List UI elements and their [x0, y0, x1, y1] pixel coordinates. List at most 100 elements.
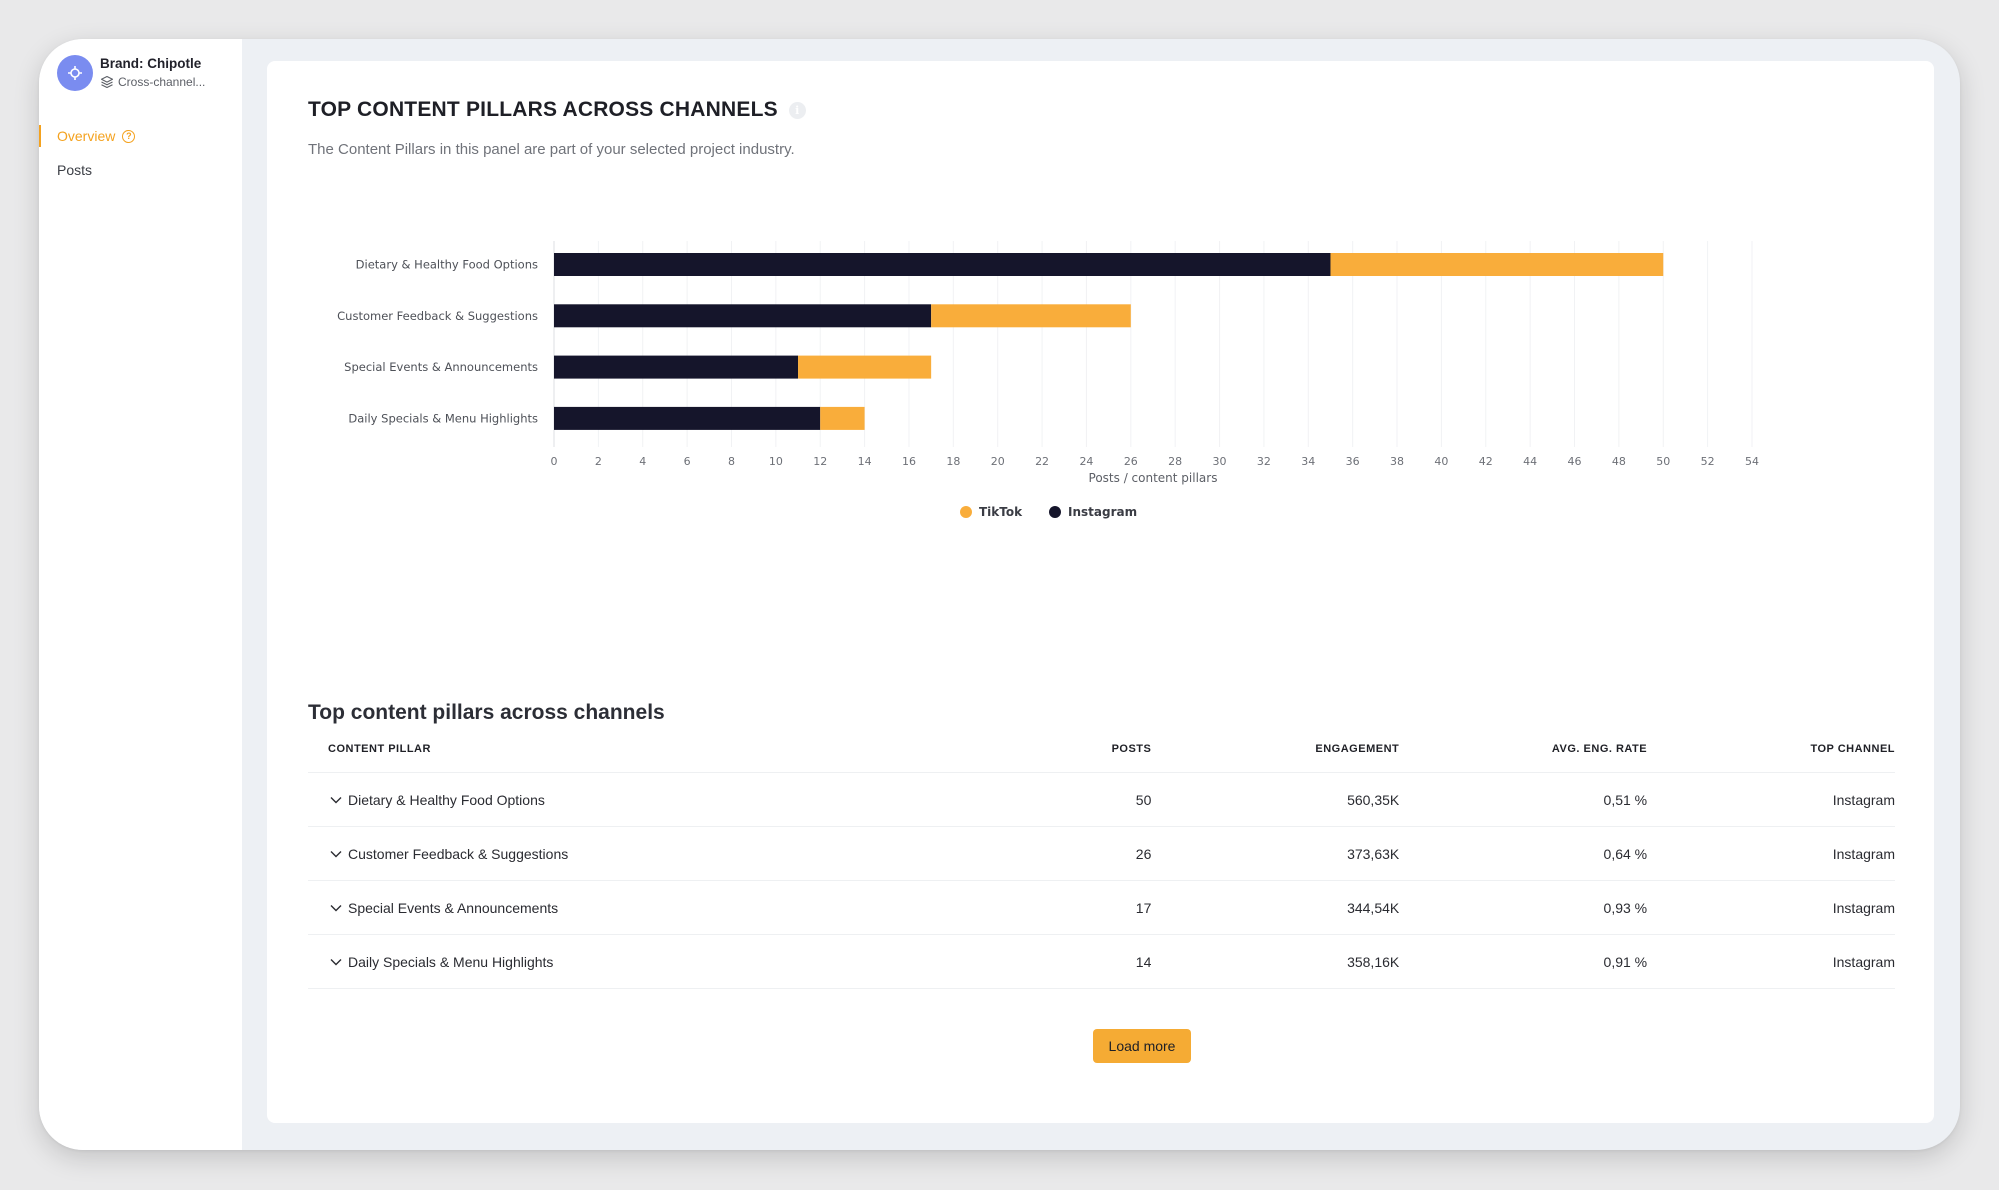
x-tick-label: 4: [639, 455, 646, 468]
brand-subtitle-text: Cross-channel...: [118, 75, 206, 89]
brand-switcher[interactable]: Brand: Chipotle Cross-channel...: [57, 55, 205, 91]
x-tick-label: 18: [946, 455, 960, 468]
panel-subtitle: The Content Pillars in this panel are pa…: [308, 141, 795, 158]
content-pillars-panel: TOP CONTENT PILLARS ACROSS CHANNELS i Th…: [267, 61, 1934, 1123]
cell-top-channel: Instagram: [1832, 845, 1895, 862]
x-tick-label: 40: [1434, 455, 1448, 468]
bar-instagram: [554, 406, 821, 430]
x-axis-label: Posts / content pillars: [1089, 471, 1218, 485]
cell-avg-eng-rate: 0,91 %: [1603, 953, 1648, 970]
cell-top-channel: Instagram: [1832, 791, 1895, 808]
bar-tiktok: [820, 406, 865, 430]
help-icon[interactable]: ?: [122, 129, 136, 143]
cell-engagement: 373,63K: [1347, 845, 1400, 862]
x-tick-label: 28: [1168, 455, 1182, 468]
chevron-down-icon[interactable]: [328, 954, 344, 970]
app-window: Brand: Chipotle Cross-channel... Overvie…: [39, 39, 1960, 1150]
x-tick-label: 16: [902, 455, 916, 468]
column-header-top-channel[interactable]: TOP CHANNEL: [1810, 742, 1895, 755]
legend-marker-tiktok: [960, 506, 972, 518]
cell-posts: 17: [1135, 899, 1152, 916]
panel-title: TOP CONTENT PILLARS ACROSS CHANNELS i: [308, 98, 806, 122]
x-tick-label: 34: [1301, 455, 1315, 468]
cell-content-pillar: Customer Feedback & Suggestions: [348, 845, 569, 862]
cell-top-channel: Instagram: [1832, 953, 1895, 970]
x-tick-label: 36: [1346, 455, 1360, 468]
x-tick-label: 14: [858, 455, 872, 468]
x-tick-label: 0: [551, 455, 558, 468]
sidebar-item-label: Overview: [57, 128, 116, 144]
layers-icon: [100, 75, 114, 89]
brand-subtitle: Cross-channel...: [100, 73, 205, 91]
category-label: Special Events & Announcements: [344, 360, 538, 374]
x-tick-label: 50: [1656, 455, 1670, 468]
category-label: Customer Feedback & Suggestions: [337, 309, 538, 323]
x-tick-label: 44: [1523, 455, 1537, 468]
table-row[interactable]: Daily Specials & Menu Highlights 14 358,…: [308, 935, 1895, 989]
x-tick-label: 12: [813, 455, 827, 468]
category-label: Daily Specials & Menu Highlights: [348, 411, 538, 425]
x-tick-label: 24: [1079, 455, 1093, 468]
cell-engagement: 560,35K: [1347, 791, 1400, 808]
x-tick-label: 6: [684, 455, 691, 468]
x-tick-label: 48: [1612, 455, 1626, 468]
column-header-engagement[interactable]: ENGAGEMENT: [1315, 742, 1400, 755]
sidebar-item-label: Posts: [57, 162, 93, 178]
category-label: Dietary & Healthy Food Options: [356, 258, 538, 272]
bar-tiktok: [798, 355, 932, 379]
bar-instagram: [554, 304, 932, 328]
sidebar: Brand: Chipotle Cross-channel... Overvie…: [39, 39, 242, 1150]
x-tick-label: 32: [1257, 455, 1271, 468]
x-tick-label: 20: [991, 455, 1005, 468]
bar-tiktok: [931, 304, 1131, 328]
chevron-down-icon[interactable]: [328, 900, 344, 916]
x-tick-label: 52: [1701, 455, 1715, 468]
x-tick-label: 2: [595, 455, 602, 468]
bar-instagram: [554, 355, 799, 379]
brand-avatar: [57, 55, 93, 91]
table-row[interactable]: Special Events & Announcements 17 344,54…: [308, 881, 1895, 935]
cell-content-pillar: Dietary & Healthy Food Options: [348, 791, 545, 808]
table-title: Top content pillars across channels: [308, 701, 665, 724]
stacked-bar-chart: Dietary & Healthy Food Options Customer F…: [337, 241, 1759, 519]
panel-title-text: TOP CONTENT PILLARS ACROSS CHANNELS: [308, 98, 778, 121]
cell-content-pillar: Special Events & Announcements: [348, 899, 559, 916]
cell-top-channel: Instagram: [1832, 899, 1895, 916]
brand-name: Brand: Chipotle: [100, 56, 202, 71]
x-tick-label: 38: [1390, 455, 1404, 468]
bar-instagram: [554, 253, 1331, 276]
column-header-content-pillar[interactable]: CONTENT PILLAR: [328, 742, 431, 755]
cell-avg-eng-rate: 0,51 %: [1603, 791, 1648, 808]
x-tick-label: 46: [1568, 455, 1582, 468]
chevron-down-icon[interactable]: [328, 846, 344, 862]
cell-avg-eng-rate: 0,93 %: [1603, 899, 1648, 916]
info-icon[interactable]: i: [788, 101, 806, 119]
x-tick-label: 10: [769, 455, 783, 468]
sidebar-item-overview[interactable]: Overview ?: [39, 119, 242, 153]
legend-label: Instagram: [1068, 505, 1137, 519]
sidebar-item-posts[interactable]: Posts: [39, 153, 242, 187]
legend-marker-instagram: [1049, 506, 1061, 518]
cell-engagement: 344,54K: [1347, 899, 1400, 916]
x-tick-label: 8: [728, 455, 735, 468]
table-row[interactable]: Customer Feedback & Suggestions 26 373,6…: [308, 827, 1895, 881]
cell-avg-eng-rate: 0,64 %: [1603, 845, 1648, 862]
x-tick-label: 26: [1124, 455, 1138, 468]
column-header-posts[interactable]: POSTS: [1111, 742, 1152, 755]
table-header-row: CONTENT PILLAR POSTS ENGAGEMENT AVG. ENG…: [308, 725, 1895, 773]
table-row[interactable]: Dietary & Healthy Food Options 50 560,35…: [308, 773, 1895, 827]
legend-label: TikTok: [979, 505, 1023, 519]
column-header-avg-eng-rate[interactable]: AVG. ENG. RATE: [1551, 742, 1648, 755]
x-tick-label: 30: [1213, 455, 1227, 468]
crosshair-icon: [68, 66, 82, 80]
x-tick-label: 22: [1035, 455, 1049, 468]
cell-posts: 14: [1135, 953, 1152, 970]
load-more-button[interactable]: Load more: [1093, 1029, 1191, 1063]
cell-engagement: 358,16K: [1347, 953, 1400, 970]
sidebar-nav: Overview ? Posts: [39, 119, 242, 187]
x-tick-label: 42: [1479, 455, 1493, 468]
x-tick-label: 54: [1745, 455, 1759, 468]
content-pillars-table: CONTENT PILLAR POSTS ENGAGEMENT AVG. ENG…: [308, 725, 1895, 989]
cell-content-pillar: Daily Specials & Menu Highlights: [348, 953, 554, 970]
chevron-down-icon[interactable]: [328, 792, 344, 808]
